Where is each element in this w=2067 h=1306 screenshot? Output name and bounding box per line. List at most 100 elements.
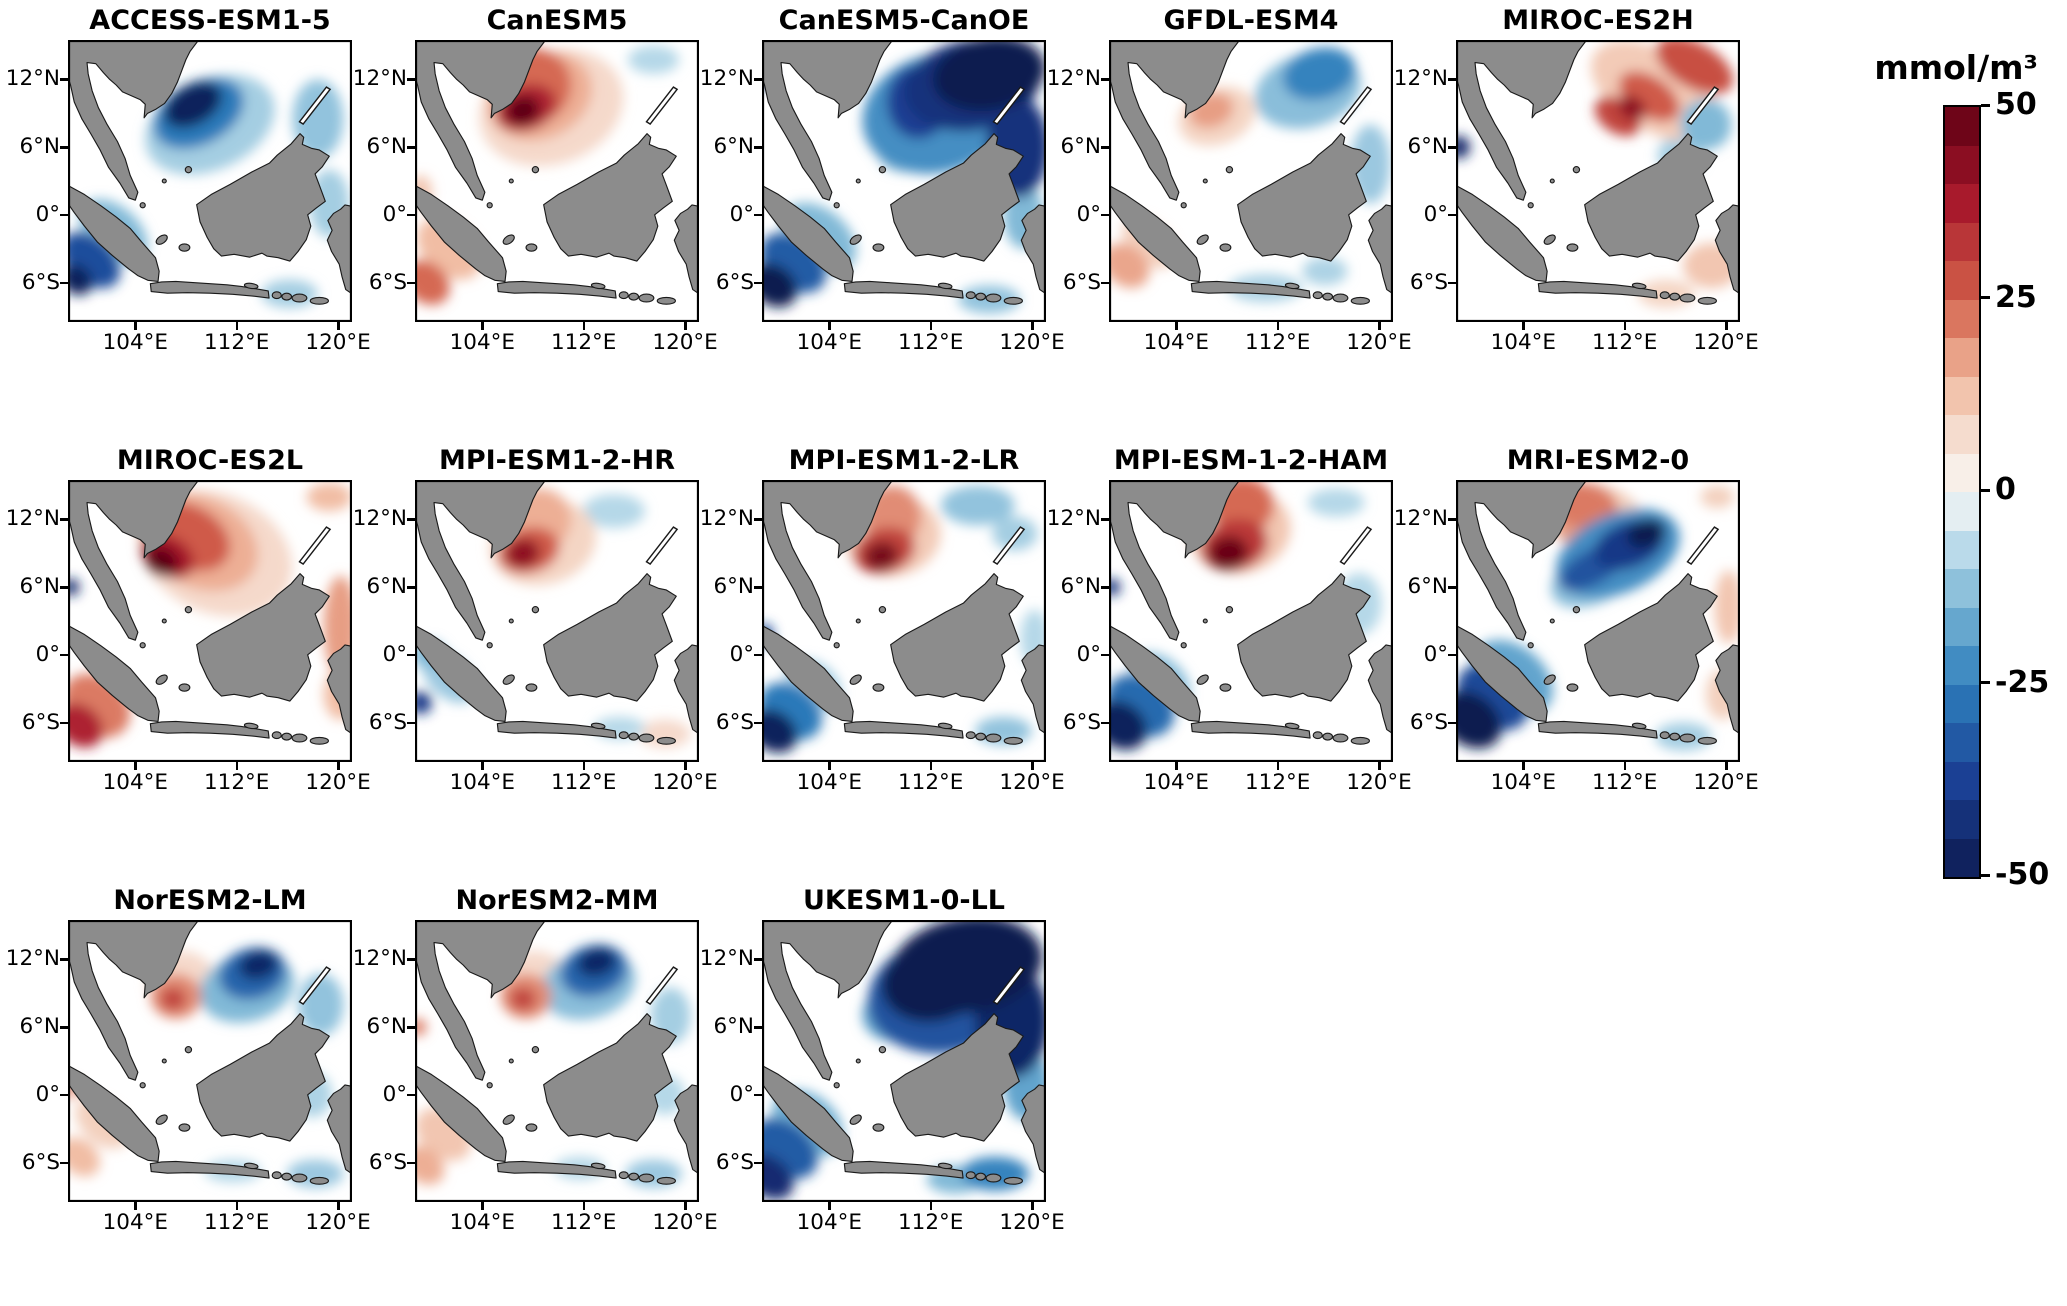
y-tickmark — [407, 146, 415, 149]
x-tick-label: 120°E — [652, 770, 718, 795]
x-tickmark — [929, 762, 933, 770]
x-tick-label: 104°E — [449, 330, 515, 355]
small-island — [937, 722, 953, 730]
anomaly-blob — [975, 716, 1032, 746]
small-island — [1549, 618, 1555, 624]
x-tickmark — [134, 1202, 137, 1210]
small-island — [1527, 202, 1534, 209]
x-tick-label: 104°E — [102, 330, 168, 355]
x-tick-label: 104°E — [796, 770, 862, 795]
x-tickmark — [684, 762, 687, 770]
x-tick-label: 120°E — [1693, 330, 1759, 355]
landmass — [890, 573, 1024, 702]
anomaly-blob — [762, 709, 798, 753]
small-island — [638, 1173, 655, 1183]
palawan-outline — [645, 86, 679, 125]
anomaly-blob — [160, 987, 186, 1011]
landmass — [543, 1013, 677, 1142]
y-tick-label: 0° — [729, 1081, 754, 1107]
palawan-outline — [1339, 526, 1373, 565]
small-island — [155, 674, 168, 685]
landmass — [543, 133, 677, 262]
landmass — [890, 133, 1024, 262]
map-panel — [415, 480, 699, 762]
y-tick-label: 6°N — [19, 574, 60, 600]
x-tickmark — [1031, 322, 1034, 330]
landmass — [843, 720, 964, 739]
land-group — [1109, 480, 1393, 745]
palawan-outline — [992, 526, 1026, 565]
anomaly-field — [762, 485, 1046, 753]
colorbar-tick-label: 50 — [1995, 87, 2037, 122]
colorbar-band — [1945, 684, 1979, 723]
small-island — [872, 683, 885, 692]
small-island — [184, 166, 193, 174]
small-island — [849, 234, 862, 245]
x-tick-label: 120°E — [652, 330, 718, 355]
x-tickmark — [828, 322, 831, 330]
small-island — [985, 293, 1002, 303]
small-island — [161, 178, 167, 184]
colorbar-tickmark — [1981, 296, 1990, 299]
y-tickmark — [60, 213, 68, 217]
landmass — [1537, 720, 1658, 739]
small-island — [1332, 733, 1349, 743]
y-tick-label: 0° — [35, 201, 60, 227]
small-island — [1543, 674, 1556, 685]
anomaly-field — [415, 944, 691, 1188]
small-island — [1196, 234, 1209, 245]
y-tickmark — [407, 721, 415, 725]
landmass — [326, 644, 352, 735]
x-tick-label: 112°E — [204, 330, 270, 355]
small-island — [1697, 296, 1717, 305]
map-frame — [1456, 40, 1740, 322]
anomaly-blob — [68, 703, 103, 748]
x-tickmark — [337, 1202, 340, 1210]
y-tick-label: 6°S — [1062, 269, 1101, 295]
land-group — [68, 920, 352, 1185]
x-tickmark — [337, 322, 340, 330]
x-tickmark — [1522, 762, 1525, 770]
small-island — [486, 202, 493, 209]
colorbar-tick-label: -50 — [1995, 857, 2050, 892]
anomaly-blob — [506, 539, 540, 568]
x-tick-label: 104°E — [1490, 330, 1556, 355]
small-island — [1322, 732, 1334, 741]
y-tick-label: 6°N — [19, 134, 60, 160]
small-island — [1679, 733, 1696, 743]
landmass — [762, 624, 854, 722]
landmass — [196, 133, 330, 262]
anomaly-blob — [1655, 40, 1734, 95]
landmass — [1714, 204, 1740, 295]
y-tickmark — [1448, 213, 1456, 217]
landmass — [1584, 573, 1718, 702]
small-island — [985, 733, 1002, 743]
y-tickmark — [754, 586, 762, 589]
y-tickmark — [1101, 653, 1109, 657]
map-frame — [1109, 40, 1393, 322]
x-tickmark — [1725, 322, 1728, 330]
panel-title: MRI-ESM2-0 — [1506, 445, 1690, 476]
anomaly-blob — [506, 96, 540, 125]
x-tick-label: 104°E — [1143, 330, 1209, 355]
x-tickmark — [235, 1202, 239, 1210]
landmass — [1367, 644, 1393, 735]
colorbar-band — [1945, 145, 1979, 184]
map-panel — [1109, 480, 1393, 762]
landmass — [762, 184, 854, 282]
small-island — [531, 606, 540, 614]
y-tickmark — [407, 518, 415, 521]
x-tick-label: 120°E — [1346, 770, 1412, 795]
landmass — [762, 40, 894, 201]
small-island — [178, 1123, 191, 1132]
anomaly-blob — [1307, 488, 1365, 517]
small-island — [965, 731, 976, 740]
palawan-outline — [1686, 526, 1720, 565]
landmass — [1237, 573, 1371, 702]
y-tickmark — [1101, 213, 1109, 217]
x-tick-label: 104°E — [796, 1210, 862, 1235]
landmass — [68, 480, 200, 641]
small-island — [855, 1058, 861, 1064]
x-tick-label: 104°E — [796, 330, 862, 355]
